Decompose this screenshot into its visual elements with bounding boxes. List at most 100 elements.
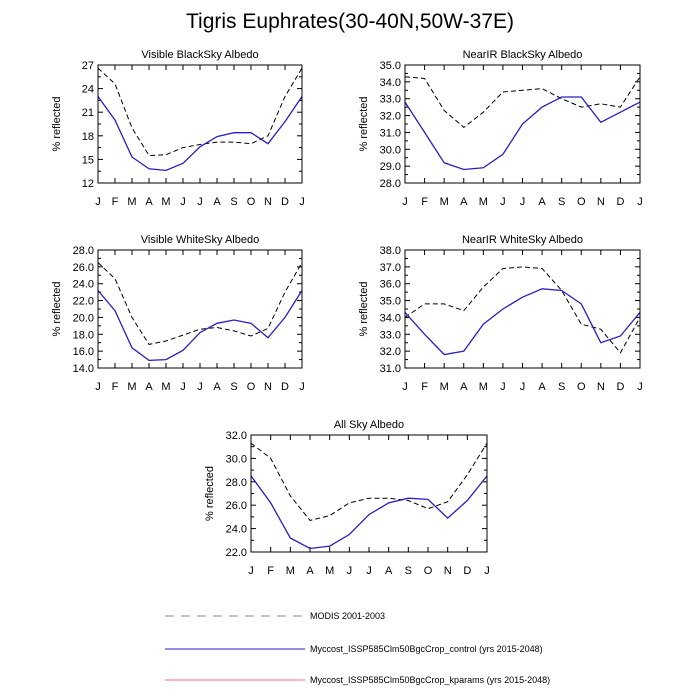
y-tick-label: 32.0 — [380, 346, 401, 358]
x-tick-label: S — [558, 196, 565, 208]
x-tick-label: M — [161, 381, 170, 393]
y-tick-label: 33.0 — [380, 94, 401, 106]
chart-panel-2: NearIR BlackSky Albedo % reflected 28.0 29.… — [358, 49, 643, 208]
x-tick-label: J — [180, 196, 186, 208]
y-tick-label: 34.0 — [380, 312, 401, 324]
x-tick-label: N — [597, 381, 605, 393]
y-tick-label: 24.0 — [226, 524, 247, 536]
x-tick-label: J — [197, 381, 203, 393]
x-tick-label: J — [484, 565, 490, 577]
y-tick-label: 18 — [82, 131, 94, 143]
x-tick-label: S — [230, 381, 237, 393]
chart-panel-1: Visible BlackSky Albedo % reflected 12 15 18… — [51, 49, 305, 208]
x-tick-label: A — [460, 381, 468, 393]
y-tick-label: 24 — [82, 84, 94, 96]
chart-panel-5: All Sky Albedo % reflected 22.0 24.0 26.0 28.… — [204, 419, 490, 577]
x-tick-label: M — [161, 196, 170, 208]
y-tick-label: 36.0 — [380, 279, 401, 291]
x-tick-label: J — [520, 381, 526, 393]
plot-frame — [97, 249, 303, 369]
plot-frame — [404, 249, 641, 369]
x-tick-label: A — [385, 565, 393, 577]
x-tick-label: J — [402, 381, 408, 393]
x-tick-label: J — [299, 196, 305, 208]
y-tick-label: 22.0 — [73, 296, 94, 308]
x-tick-label: N — [264, 381, 272, 393]
chart-panel-3: Visible WhiteSky Albedo % reflected 14.0 16… — [51, 234, 305, 393]
y-tick-label: 26.0 — [73, 262, 94, 274]
x-tick-label: M — [440, 381, 449, 393]
x-tick-label: J — [180, 381, 186, 393]
x-tick-label: J — [637, 196, 643, 208]
x-tick-label: A — [145, 381, 153, 393]
x-tick-label: O — [247, 196, 256, 208]
x-tick-label: O — [577, 196, 586, 208]
series-line-control — [97, 96, 303, 172]
x-tick-label: J — [248, 565, 254, 577]
y-tick-label: 28.0 — [226, 477, 247, 489]
x-tick-label: A — [213, 196, 221, 208]
y-tick-label: 20.0 — [73, 312, 94, 324]
y-tick-label: 14.0 — [73, 363, 94, 375]
x-tick-label: J — [95, 196, 101, 208]
series-line-modis — [404, 76, 641, 129]
legend-label: Myccost_ISSP585Clm50BgcCrop_control (yrs… — [310, 644, 543, 654]
plot-frame — [250, 434, 488, 553]
x-tick-label: S — [405, 565, 412, 577]
x-tick-label: A — [145, 196, 153, 208]
chart-title: Visible BlackSky Albedo — [141, 49, 258, 61]
x-tick-label: A — [306, 565, 314, 577]
y-tick-label: 28.0 — [73, 245, 94, 257]
series-line-control — [250, 475, 488, 550]
y-tick-label: 12 — [82, 178, 94, 190]
y-tick-label: 33.0 — [380, 329, 401, 341]
x-tick-label: M — [286, 565, 295, 577]
x-tick-label: F — [112, 196, 119, 208]
chart-title: All Sky Albedo — [334, 419, 404, 431]
x-tick-label: J — [500, 381, 506, 393]
y-tick-label: 31.0 — [380, 363, 401, 375]
y-tick-label: 18.0 — [73, 329, 94, 341]
x-tick-label: A — [460, 196, 468, 208]
x-tick-label: N — [264, 196, 272, 208]
y-tick-label: 16.0 — [73, 346, 94, 358]
x-tick-label: A — [213, 381, 221, 393]
x-tick-label: D — [281, 381, 289, 393]
x-tick-label: O — [424, 565, 433, 577]
x-tick-label: F — [421, 196, 428, 208]
y-axis-label: % reflected — [358, 96, 370, 151]
legend-label: MODIS 2001-2003 — [310, 611, 385, 621]
x-tick-label: F — [267, 565, 274, 577]
x-tick-label: J — [347, 565, 353, 577]
y-tick-label: 38.0 — [380, 245, 401, 257]
y-tick-label: 34.0 — [380, 77, 401, 89]
x-tick-label: F — [112, 381, 119, 393]
x-tick-label: M — [127, 196, 136, 208]
x-tick-label: J — [366, 565, 372, 577]
x-tick-label: J — [637, 381, 643, 393]
x-tick-label: M — [325, 565, 334, 577]
x-tick-label: J — [402, 196, 408, 208]
x-tick-label: D — [616, 381, 624, 393]
chart-title: NearIR BlackSky Albedo — [463, 49, 583, 61]
y-tick-label: 24.0 — [73, 279, 94, 291]
plot-frame — [97, 64, 303, 184]
x-tick-label: N — [597, 196, 605, 208]
y-tick-label: 27 — [82, 60, 94, 72]
y-tick-label: 32.0 — [226, 430, 247, 442]
y-tick-label: 32.0 — [380, 111, 401, 123]
x-tick-label: J — [500, 196, 506, 208]
plot-frame — [404, 64, 641, 184]
y-tick-label: 21 — [82, 107, 94, 119]
x-tick-label: S — [230, 196, 237, 208]
x-tick-label: J — [520, 196, 526, 208]
y-tick-label: 29.0 — [380, 161, 401, 173]
y-tick-label: 22.0 — [226, 547, 247, 559]
y-tick-label: 30.0 — [226, 453, 247, 465]
x-tick-label: N — [444, 565, 452, 577]
x-tick-label: D — [616, 196, 624, 208]
y-axis-label: % reflected — [51, 96, 63, 151]
chart-title: Visible WhiteSky Albedo — [141, 234, 259, 246]
y-axis-label: % reflected — [51, 281, 63, 336]
